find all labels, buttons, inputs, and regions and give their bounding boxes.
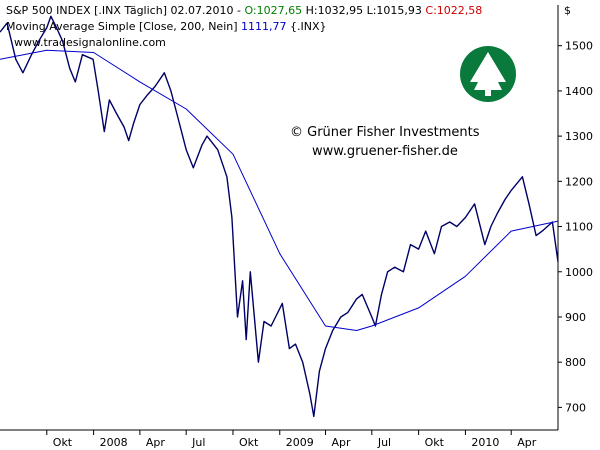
x-tick-label: Apr <box>332 436 352 449</box>
y-tick-label: 900 <box>565 311 586 324</box>
moving-average-line <box>0 49 559 331</box>
x-tick-label: Okt <box>239 436 259 449</box>
site-url: www.tradesignalonline.com <box>14 36 166 49</box>
title-text: S&P 500 INDEX [.INX Täglich] 02.07.2010 <box>6 4 233 17</box>
y-tick-label: 1300 <box>565 130 593 143</box>
watermark-line1: © Grüner Fisher Investments <box>290 125 480 140</box>
y-tick-label: 1200 <box>565 175 593 188</box>
x-tick-label: 2010 <box>471 436 499 449</box>
x-axis: Okt 2008 Apr Jul Okt 2009 Apr Jul Okt 2010 Apr <box>46 430 537 449</box>
x-tick-label: 2008 <box>100 436 128 449</box>
ma-label: Moving Average Simple [Close, 200, Nein] <box>6 20 238 33</box>
price-series-line <box>0 15 559 418</box>
x-tick-label: 2009 <box>286 436 314 449</box>
low-value: L:1015,93 <box>367 4 422 17</box>
x-tick-label: Apr <box>517 436 537 449</box>
x-tick-label: Okt <box>53 436 73 449</box>
y-tick-label: 800 <box>565 356 586 369</box>
x-tick-label: Jul <box>191 436 205 449</box>
x-tick-label: Okt <box>425 436 445 449</box>
ma-value: 1111,77 <box>241 20 287 33</box>
watermark-line2: www.gruener-fisher.de <box>312 144 458 159</box>
chart-header: S&P 500 INDEX [.INX Täglich] 02.07.2010 … <box>6 4 482 49</box>
ma-symbol: {.INX} <box>290 20 327 33</box>
high-value: H:1032,95 <box>306 4 363 17</box>
watermark: © Grüner Fisher Investments www.gruener-… <box>290 46 516 159</box>
tree-logo-icon <box>460 46 516 102</box>
header-title: S&P 500 INDEX [.INX Täglich] 02.07.2010 … <box>6 4 482 17</box>
y-tick-label: 1000 <box>565 266 593 279</box>
y-tick-label: 1100 <box>565 221 593 234</box>
x-tick-label: Apr <box>146 436 166 449</box>
open-value: O:1027,65 <box>244 4 302 17</box>
x-tick-label: Jul <box>377 436 391 449</box>
moving-average-legend: Moving Average Simple [Close, 200, Nein]… <box>6 20 327 33</box>
close-value: C:1022,58 <box>425 4 482 17</box>
y-tick-label: 1400 <box>565 85 593 98</box>
y-tick-label: 1500 <box>565 40 593 53</box>
y-axis: 700 800 900 1000 1100 1200 1300 1400 1500 <box>558 40 593 414</box>
currency-label: $ <box>564 4 571 17</box>
series-layer <box>0 15 559 418</box>
y-tick-label: 700 <box>565 401 586 414</box>
